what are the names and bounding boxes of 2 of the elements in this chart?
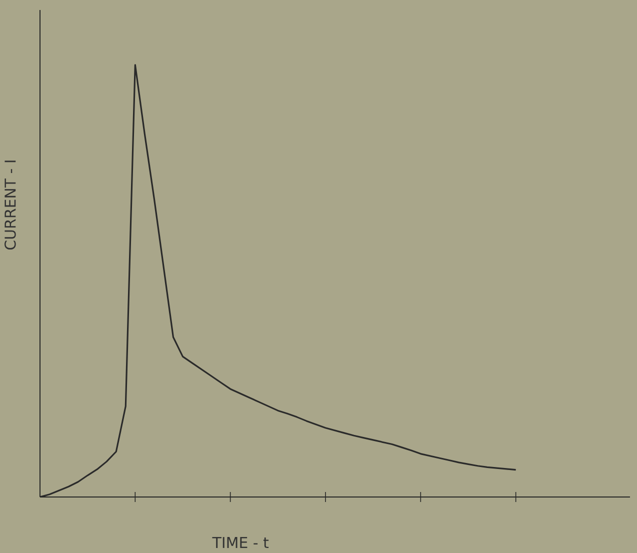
y-axis-title: CURRENT - I — [4, 160, 16, 250]
x-axis-title: TIME - t — [212, 537, 269, 548]
